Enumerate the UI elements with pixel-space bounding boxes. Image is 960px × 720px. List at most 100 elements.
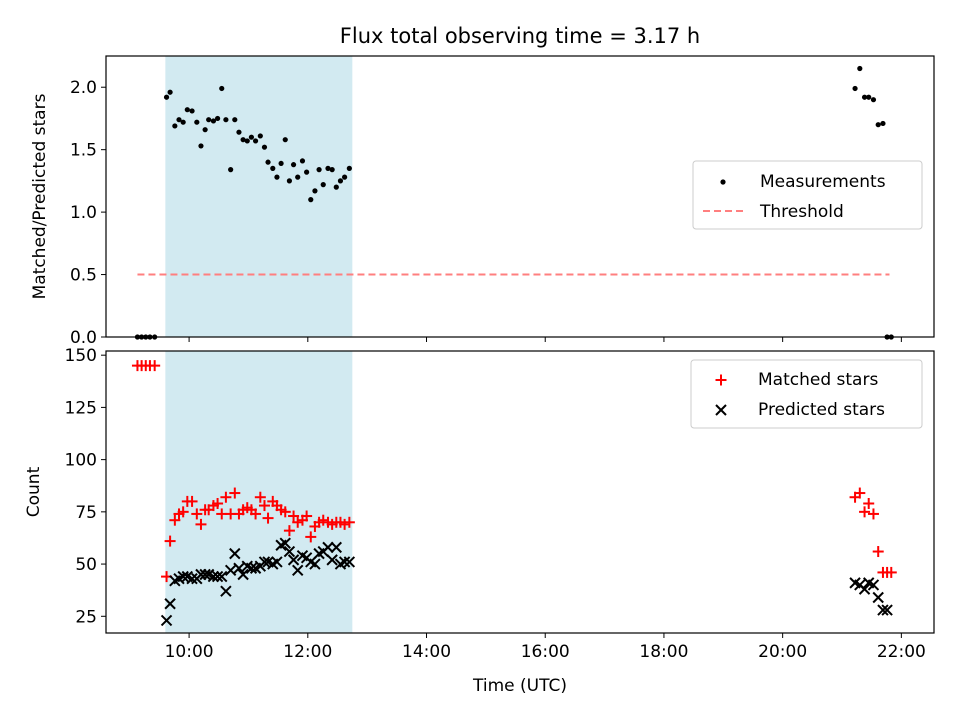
ratio-legend: Measurements Threshold (692, 160, 923, 230)
count-legend: Matched stars Predicted stars (690, 359, 923, 429)
matched-star-point (177, 506, 189, 518)
matched-star-point (292, 516, 304, 528)
matched-star-point (317, 514, 329, 526)
measurement-point (295, 174, 301, 180)
count-axes-frame (105, 350, 935, 634)
measurement-point (223, 117, 229, 123)
count-xtick-label: 10:00 (165, 642, 214, 662)
ratio-ytick-label: 0.5 (70, 266, 97, 286)
predicted-star-point (224, 564, 237, 577)
predicted-star-point-b (237, 568, 249, 581)
ratio-x-ticks (188, 337, 902, 342)
count-xtick-label: 22:00 (877, 642, 926, 662)
measurement-point (290, 162, 297, 168)
measurement-point (189, 108, 195, 114)
measurement-point (278, 160, 284, 167)
matched-star-point (283, 525, 295, 537)
matched-star-point (279, 506, 291, 518)
count-xtick-label: 14:00 (402, 642, 451, 662)
predicted-star-point-b (181, 570, 194, 583)
count-x-ticks: 10:00 12:00 14:00 16:00 18:00 20:00 22:00 (165, 633, 926, 662)
predicted-star-point-b (241, 560, 253, 572)
predicted-star-point-b (258, 556, 271, 568)
predicted-star-point-b (177, 570, 189, 583)
legend-measurements-label: Measurements (760, 172, 886, 192)
predicted-star-point (292, 564, 304, 577)
measurement-point (261, 144, 268, 150)
predicted-star-point-b (160, 614, 173, 627)
measurement-point (861, 94, 868, 100)
predicted-star-point-b (322, 541, 334, 554)
predicted-star-point (287, 554, 300, 566)
legend-predicted-label: Predicted stars (758, 400, 885, 420)
predicted-star-point-b (881, 604, 893, 616)
predicted-star-point-b (330, 541, 343, 554)
predicted-star-point-b (309, 558, 321, 570)
predicted-star-point-b (877, 604, 889, 616)
matched-star-point (301, 510, 313, 522)
measurement-point (316, 167, 322, 173)
legend-measurements-marker (720, 179, 726, 185)
predicted-star-point-b (279, 537, 291, 549)
ratio-shaded-interval (165, 56, 353, 337)
legend-matched-marker (715, 374, 727, 386)
measurement-point (240, 137, 246, 143)
figure-title: Flux total observing time = 3.17 h (340, 24, 700, 48)
count-y-ticks: 25 50 75 100 125 150 (65, 346, 106, 627)
ratio-ytick-label: 1.0 (70, 203, 97, 223)
predicted-star-point-b (164, 598, 176, 610)
count-ytick-label: 100 (65, 451, 97, 471)
predicted-star-point-b (271, 556, 283, 568)
x-axis-label: Time (UTC) (472, 676, 567, 696)
matched-star-point (186, 495, 198, 507)
measurement-point (176, 117, 182, 123)
predicted-star-point (858, 583, 871, 595)
legend-matched-label: Matched stars (758, 370, 878, 390)
legend-threshold-label: Threshold (759, 202, 844, 222)
count-ytick-label: 25 (75, 607, 97, 627)
matched-star-point (872, 546, 884, 558)
predicted-star-point (330, 541, 343, 554)
predicted-star-point-b (245, 562, 258, 574)
predicted-star-point (258, 556, 271, 568)
count-ytick-label: 150 (65, 346, 97, 366)
matched-star-point (229, 487, 241, 499)
measurement-point (304, 169, 310, 175)
ratio-y-axis-label: Matched/Predicted stars (30, 93, 50, 299)
matched-star-point (220, 491, 232, 503)
matched-star-point (867, 508, 879, 520)
predicted-star-point-b (211, 570, 224, 583)
measurement-point (219, 85, 225, 92)
measurement-point (270, 165, 276, 171)
measurement-point (198, 143, 204, 149)
measurement-point (228, 167, 234, 173)
predicted-star-point-b (326, 554, 338, 566)
predicted-star-point (872, 591, 884, 604)
matched-star-point (258, 500, 270, 512)
predicted-star-point (867, 579, 880, 591)
predicted-star-point-b (296, 550, 309, 562)
ratio-marks (134, 65, 894, 340)
matched-star-point (885, 566, 897, 578)
measurement-point (286, 178, 293, 184)
measurement-point (870, 97, 877, 103)
predicted-star-point (199, 568, 211, 581)
measurement-point (274, 174, 280, 180)
matched-star-point (191, 508, 203, 520)
ratio-y-ticks: 0.0 0.5 1.0 1.5 2.0 (70, 78, 106, 348)
predicted-star-point (343, 556, 356, 568)
predicted-star-point (164, 598, 176, 610)
matched-star-point (254, 491, 266, 503)
predicted-star-point-b (224, 564, 237, 577)
predicted-star-point (177, 570, 189, 583)
measurement-point (857, 65, 863, 72)
predicted-star-point-b (863, 577, 875, 589)
predicted-star-point (216, 570, 228, 583)
measurement-point (880, 120, 886, 127)
predicted-star-point-b (216, 570, 228, 583)
legend-predicted-marker (715, 404, 727, 416)
measurement-point (333, 184, 339, 190)
matched-star-point (305, 531, 317, 543)
predicted-star-point (279, 537, 291, 549)
